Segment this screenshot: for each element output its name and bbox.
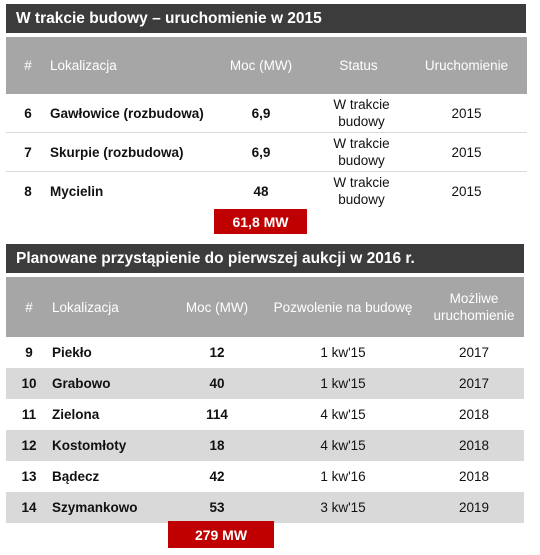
- row-location: Mycielin: [50, 183, 104, 199]
- section-title-under-construction: W trakcie budowy – uruchomienie w 2015: [6, 4, 526, 33]
- header-power: Moc (MW): [229, 58, 293, 73]
- table-row: 10 Grabowo 40 1 kw'15 2017: [6, 368, 524, 399]
- table-row: 8 Mycielin 48 W trakcie budowy 2015: [6, 172, 527, 210]
- header-status: Status: [339, 58, 378, 73]
- row-launch: 2018: [458, 407, 490, 422]
- header-power: Moc (MW): [185, 299, 249, 315]
- row-location: Piekło: [52, 345, 92, 360]
- table-row: 14 Szymankowo 53 3 kw'15 2019: [6, 492, 524, 523]
- row-launch: 2019: [458, 500, 490, 515]
- table-row: 11 Zielona 114 4 kw'15 2018: [6, 399, 524, 430]
- table-row: 9 Piekło 12 1 kw'15 2017: [6, 337, 524, 368]
- table-row: 6 Gawłowice (rozbudowa) 6,9 W trakcie bu…: [6, 94, 527, 133]
- row-power: 40: [209, 376, 225, 391]
- row-num: 12: [21, 438, 37, 453]
- row-power: 48: [253, 183, 269, 199]
- row-num: 11: [21, 407, 37, 422]
- row-num: 10: [21, 376, 37, 391]
- row-num: 6: [24, 105, 32, 121]
- row-location: Skurpie (rozbudowa): [50, 144, 184, 160]
- table-row: 7 Skurpie (rozbudowa) 6,9 W trakcie budo…: [6, 133, 527, 172]
- row-power: 6,9: [251, 105, 271, 121]
- row-permit: 1 kw'16: [320, 469, 366, 484]
- row-permit: 1 kw'15: [320, 376, 366, 391]
- row-permit: 1 kw'15: [320, 345, 366, 360]
- table-header-planned-auction: # Lokalizacja Moc (MW) Pozwolenie na bud…: [6, 277, 524, 337]
- row-permit: 4 kw'15: [320, 407, 366, 422]
- row-location: Szymankowo: [52, 500, 138, 515]
- row-permit: 4 kw'15: [320, 438, 366, 453]
- row-launch: 2017: [458, 345, 490, 360]
- row-location: Zielona: [52, 407, 100, 422]
- row-launch: 2018: [458, 438, 490, 453]
- header-launch: Uruchomienie: [424, 58, 509, 73]
- row-location: Grabowo: [52, 376, 111, 391]
- total-power-badge: 279 MW: [168, 521, 274, 548]
- header-num: #: [25, 299, 33, 315]
- table-row: 12 Kostomłoty 18 4 kw'15 2018: [6, 430, 524, 461]
- row-launch: 2015: [451, 183, 482, 199]
- row-num: 14: [21, 500, 37, 515]
- row-power: 6,9: [251, 144, 271, 160]
- row-permit: 3 kw'15: [320, 500, 366, 515]
- table-header-under-construction: # Lokalizacja Moc (MW) Status Uruchomien…: [6, 37, 527, 94]
- row-power: 18: [209, 438, 225, 453]
- row-location: Bądecz: [52, 469, 100, 484]
- header-permit: Pozwolenie na budowę: [273, 299, 413, 315]
- row-status: W trakcie budowy: [333, 97, 390, 129]
- header-location: Lokalizacja: [52, 299, 119, 315]
- row-launch: 2018: [458, 469, 490, 484]
- header-location: Lokalizacja: [50, 58, 117, 73]
- row-num: 13: [21, 469, 37, 484]
- row-power: 114: [206, 407, 228, 422]
- row-num: 7: [24, 144, 32, 160]
- header-launch: Możliwe uruchomienie: [433, 291, 515, 323]
- row-power: 53: [209, 500, 225, 515]
- row-location: Kostomłoty: [52, 438, 127, 453]
- section-title-planned-auction: Planowane przystąpienie do pierwszej auk…: [6, 244, 524, 273]
- row-launch: 2015: [451, 144, 482, 160]
- table-row: 13 Bądecz 42 1 kw'16 2018: [6, 461, 524, 492]
- row-launch: 2017: [458, 376, 490, 391]
- row-num: 8: [24, 183, 32, 199]
- row-power: 42: [209, 469, 225, 484]
- row-status: W trakcie budowy: [333, 175, 390, 207]
- row-location: Gawłowice (rozbudowa): [50, 105, 204, 121]
- row-status: W trakcie budowy: [333, 136, 390, 168]
- row-power: 12: [209, 345, 225, 360]
- row-launch: 2015: [451, 105, 482, 121]
- row-num: 9: [25, 345, 33, 360]
- header-num: #: [24, 58, 32, 73]
- total-power-badge: 61,8 MW: [214, 209, 307, 234]
